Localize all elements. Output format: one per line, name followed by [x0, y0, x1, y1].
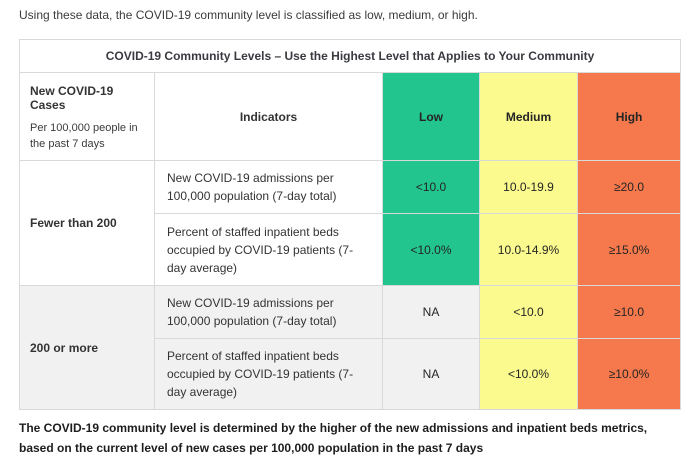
table-row: 200 or more New COVID-19 admissions per … [19, 285, 682, 411]
value-cell-medium: 10.0-19.9 [479, 160, 578, 215]
table-row: Fewer than 200 New COVID-19 admissions p… [19, 160, 682, 287]
footer-note: The COVID-19 community level is determin… [19, 421, 648, 455]
table-header-row: New COVID-19 Cases Per 100,000 people in… [19, 71, 682, 162]
value-cell-medium: 10.0-14.9% [479, 213, 578, 287]
row-group-label-200-or-more: 200 or more [19, 285, 155, 411]
table-row: Percent of staffed inpatient beds occupi… [20, 213, 682, 287]
value-cell-low: <10.0% [382, 213, 480, 287]
column-header-indicators: Indicators [154, 71, 383, 162]
column-header-low: Low [382, 71, 480, 162]
value-cell-low: <10.0 [382, 160, 480, 215]
value-cell-high: ≥15.0% [576, 213, 682, 287]
indicator-cell: New COVID-19 admissions per 100,000 popu… [154, 285, 383, 340]
intro-text: Using these data, the COVID-19 community… [19, 8, 478, 22]
indicator-cell: Percent of staffed inpatient beds occupi… [154, 338, 383, 411]
new-cases-title: New COVID-19 Cases [30, 83, 114, 112]
table-row: Percent of staffed inpatient beds occupi… [20, 338, 682, 411]
table-title-row: COVID-19 Community Levels – Use the High… [18, 38, 682, 73]
value-cell-high: ≥10.0% [576, 338, 682, 411]
indicator-cell: New COVID-19 admissions per 100,000 popu… [154, 160, 383, 215]
new-cases-subtitle: Per 100,000 people in the past 7 days [30, 121, 138, 150]
value-cell-high: ≥20.0 [576, 160, 682, 215]
column-header-new-cases: New COVID-19 Cases Per 100,000 people in… [19, 71, 155, 162]
value-cell-medium: <10.0 [479, 285, 578, 340]
value-cell-high: ≥10.0 [576, 285, 682, 340]
indicator-cell: Percent of staffed inpatient beds occupi… [154, 213, 383, 287]
row-group-label-fewer-than-200: Fewer than 200 [19, 160, 155, 287]
column-header-medium: Medium [479, 71, 578, 162]
value-cell-medium: <10.0% [479, 338, 578, 411]
table-title: COVID-19 Community Levels – Use the High… [18, 38, 682, 73]
community-levels-table: COVID-19 Community Levels – Use the High… [18, 38, 682, 411]
value-cell-low: NA [382, 285, 480, 340]
value-cell-low: NA [382, 338, 480, 411]
column-header-high: High [576, 71, 682, 162]
